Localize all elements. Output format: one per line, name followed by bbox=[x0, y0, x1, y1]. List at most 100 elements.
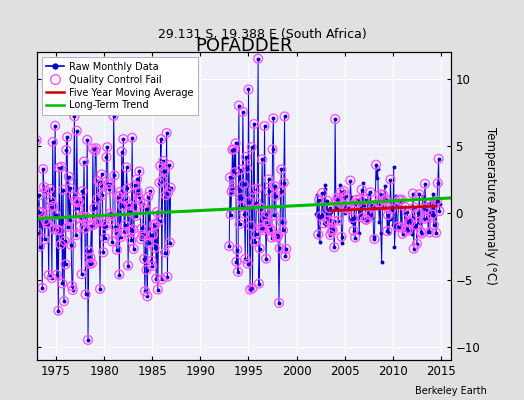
Point bbox=[233, 246, 242, 253]
Point bbox=[264, 220, 272, 227]
Point bbox=[143, 293, 151, 300]
Point bbox=[57, 241, 65, 248]
Point bbox=[129, 226, 137, 233]
Point bbox=[263, 210, 271, 216]
Point bbox=[141, 288, 149, 294]
Point bbox=[167, 184, 175, 191]
Point bbox=[409, 190, 417, 197]
Point bbox=[91, 148, 100, 154]
Y-axis label: Temperature Anomaly (°C): Temperature Anomaly (°C) bbox=[484, 127, 497, 285]
Point bbox=[315, 196, 323, 203]
Point bbox=[266, 225, 275, 232]
Point bbox=[247, 144, 256, 150]
Point bbox=[276, 245, 284, 251]
Point bbox=[250, 121, 258, 127]
Point bbox=[153, 209, 161, 215]
Point bbox=[61, 261, 70, 268]
Point bbox=[45, 186, 53, 192]
Point bbox=[123, 185, 132, 192]
Point bbox=[40, 184, 48, 190]
Point bbox=[95, 218, 103, 224]
Point bbox=[110, 113, 118, 119]
Point bbox=[356, 196, 364, 202]
Point bbox=[99, 192, 107, 198]
Point bbox=[228, 146, 237, 153]
Point bbox=[87, 222, 95, 229]
Point bbox=[134, 194, 143, 200]
Point bbox=[48, 275, 56, 281]
Point bbox=[344, 204, 352, 211]
Point bbox=[40, 236, 49, 243]
Point bbox=[67, 242, 75, 248]
Point bbox=[73, 128, 81, 134]
Point bbox=[402, 226, 411, 232]
Point bbox=[82, 214, 91, 220]
Point bbox=[46, 204, 54, 210]
Point bbox=[329, 218, 337, 224]
Point bbox=[433, 198, 441, 204]
Point bbox=[271, 183, 279, 190]
Point bbox=[237, 195, 245, 201]
Point bbox=[358, 214, 367, 221]
Point bbox=[90, 222, 98, 228]
Point bbox=[78, 271, 86, 277]
Point bbox=[139, 200, 148, 207]
Point bbox=[387, 206, 396, 212]
Point bbox=[133, 176, 141, 182]
Point bbox=[81, 225, 89, 232]
Point bbox=[425, 229, 434, 236]
Point bbox=[69, 287, 77, 293]
Point bbox=[101, 235, 109, 241]
Point bbox=[36, 243, 44, 250]
Point bbox=[329, 227, 337, 233]
Point bbox=[231, 169, 239, 176]
Point bbox=[158, 177, 167, 183]
Point bbox=[272, 234, 281, 240]
Point bbox=[396, 198, 405, 204]
Point bbox=[341, 193, 350, 199]
Point bbox=[106, 210, 115, 216]
Point bbox=[88, 260, 96, 266]
Point bbox=[68, 283, 76, 289]
Point bbox=[381, 196, 390, 202]
Point bbox=[66, 185, 74, 192]
Point bbox=[241, 256, 249, 262]
Point bbox=[340, 188, 348, 194]
Point bbox=[131, 204, 139, 210]
Point bbox=[379, 192, 387, 198]
Point bbox=[247, 222, 255, 229]
Point bbox=[149, 232, 157, 238]
Point bbox=[132, 213, 140, 219]
Point bbox=[122, 164, 130, 171]
Point bbox=[138, 225, 146, 232]
Point bbox=[96, 182, 105, 188]
Point bbox=[386, 176, 395, 183]
Point bbox=[271, 193, 280, 199]
Point bbox=[104, 181, 112, 187]
Point bbox=[105, 186, 113, 192]
Point bbox=[79, 214, 88, 220]
Point bbox=[52, 212, 60, 218]
Point bbox=[94, 178, 103, 184]
Point bbox=[368, 204, 377, 211]
Point bbox=[420, 216, 428, 222]
Point bbox=[229, 184, 237, 191]
Point bbox=[245, 198, 254, 205]
Point bbox=[150, 221, 158, 228]
Point bbox=[230, 146, 238, 153]
Point bbox=[107, 213, 115, 219]
Point bbox=[428, 211, 436, 218]
Point bbox=[114, 193, 123, 199]
Point bbox=[81, 291, 90, 298]
Point bbox=[136, 197, 145, 204]
Point bbox=[278, 219, 286, 226]
Text: Berkeley Earth: Berkeley Earth bbox=[416, 386, 487, 396]
Point bbox=[53, 227, 62, 233]
Point bbox=[159, 158, 168, 164]
Point bbox=[54, 308, 62, 314]
Point bbox=[43, 221, 51, 227]
Point bbox=[47, 198, 56, 204]
Point bbox=[236, 167, 245, 173]
Point bbox=[422, 215, 431, 221]
Point bbox=[45, 272, 53, 278]
